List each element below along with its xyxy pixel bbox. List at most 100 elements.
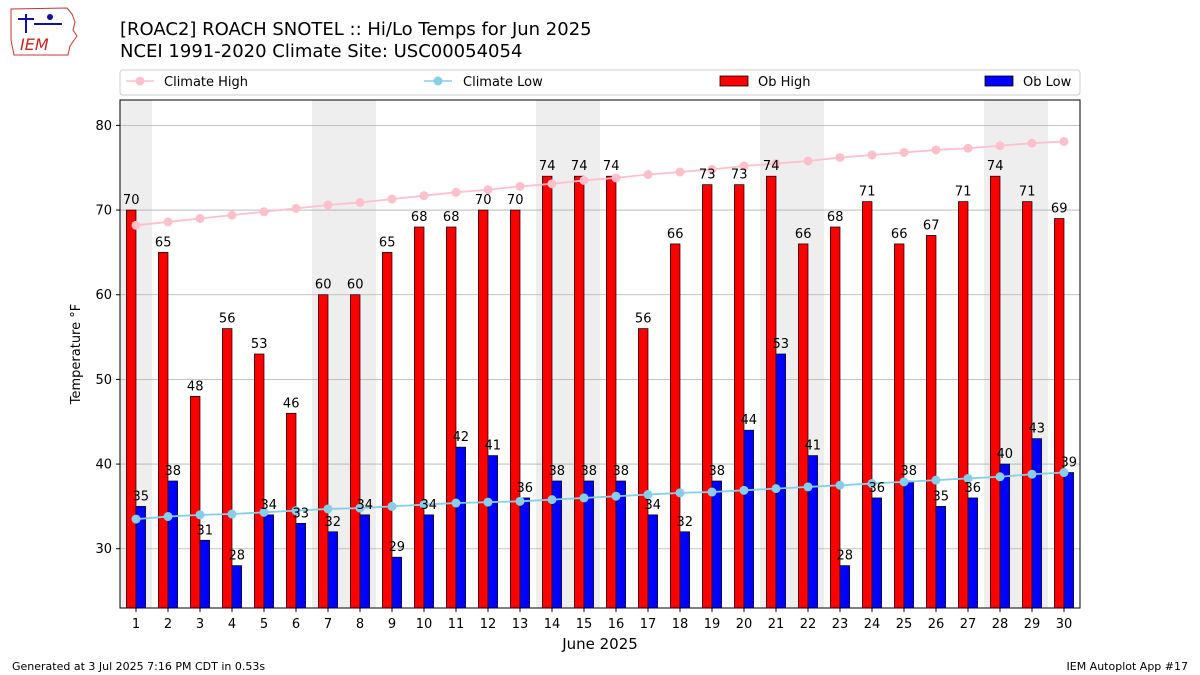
x-axis: 1 2 3 4 5 6 7 8 9 10 11 12 13 14 15 16 17 18 19 20 21 22 23 24 2…	[132, 608, 1072, 632]
bars	[126, 175, 1074, 609]
climate-low-point-day-17	[643, 490, 653, 500]
x-tick-label-2: 2	[164, 617, 172, 632]
x-tick-label-27: 27	[960, 617, 977, 632]
ob-low-label-day-17: 34	[645, 498, 662, 513]
ob-low-label-day-22: 41	[805, 439, 822, 454]
legend-entry-ob-high: Ob High	[719, 75, 811, 90]
ob-low-bar-day-17	[647, 514, 658, 609]
climate-low-point-day-13	[515, 496, 525, 506]
climate-low-point-day-29	[1027, 469, 1037, 479]
x-tick-label-21: 21	[768, 617, 785, 632]
ob-high-bar-day-20	[734, 184, 745, 609]
climate-high-point-day-21	[771, 159, 781, 168]
x-tick-label-10: 10	[416, 617, 433, 632]
ob-low-bar-day-4	[231, 565, 242, 609]
x-tick-label-6: 6	[292, 617, 300, 632]
ob-low-bar-day-22	[807, 455, 818, 609]
climate-high-point-day-12	[483, 185, 493, 195]
climate-high-point-day-17	[643, 170, 653, 180]
y-axis: 30 40 50 60 70 80	[95, 119, 120, 557]
ob-high-bar-day-15	[574, 175, 585, 609]
climate-high-point-day-19	[707, 164, 717, 174]
ob-high-label-day-20: 73	[731, 168, 748, 183]
ob-high-bar-day-25	[894, 243, 905, 609]
legend-climate-high-marker-icon	[135, 76, 145, 86]
climate-high-line	[135, 140, 1065, 227]
x-tick-label-28: 28	[992, 617, 1009, 632]
climate-lines	[131, 136, 1069, 524]
ob-low-bar-day-19	[711, 480, 722, 609]
climate-low-point-day-26	[931, 475, 941, 485]
ob-low-bar-day-21	[775, 353, 786, 609]
ob-low-bar-day-7	[327, 531, 338, 609]
climate-high-point-day-11	[451, 187, 461, 197]
ob-high-label-day-19: 73	[699, 168, 716, 183]
climate-low-point-day-19	[707, 487, 717, 497]
y-tick-label-50: 50	[95, 373, 112, 388]
climate-high-point-day-22	[803, 156, 813, 166]
ob-low-label-day-25: 38	[901, 464, 918, 479]
ob-high-bar-day-14	[542, 175, 553, 609]
ob-high-bar-day-3	[190, 395, 201, 609]
climate-high-point-day-15	[579, 175, 589, 185]
ob-high-label-day-21: 74	[763, 159, 780, 174]
x-tick-label-11: 11	[448, 617, 465, 632]
climate-high-point-day-3	[195, 214, 205, 224]
x-tick-label-20: 20	[736, 617, 753, 632]
ob-high-label-day-24: 71	[859, 185, 876, 200]
ob-high-bar-day-24	[862, 201, 873, 609]
ob-low-bar-day-20	[743, 429, 754, 609]
ob-low-label-day-30: 39	[1061, 456, 1078, 471]
ob-high-label-day-2: 65	[155, 235, 172, 250]
ob-high-label-day-10: 68	[411, 210, 428, 225]
climate-low-point-day-4	[227, 509, 237, 519]
climate-low-point-day-30	[1059, 468, 1069, 478]
legend-frame	[119, 69, 1081, 96]
ob-high-bar-day-22	[798, 243, 809, 609]
x-tick-label-26: 26	[928, 617, 945, 632]
climate-high-point-day-28	[995, 141, 1005, 151]
ob-low-label-day-20: 44	[741, 413, 758, 428]
ob-low-bar-day-25	[903, 480, 914, 609]
ob-low-bar-day-23	[839, 565, 850, 609]
ob-high-label-day-6: 46	[283, 396, 300, 411]
ob-high-label-day-5: 53	[251, 337, 268, 352]
footer-generated: Generated at 3 Jul 2025 7:16 PM CDT in 0…	[12, 660, 265, 673]
climate-low-point-day-27	[963, 473, 973, 483]
ob-low-label-day-3: 31	[197, 523, 214, 538]
x-tick-label-4: 4	[228, 617, 236, 632]
climate-high-point-day-9	[387, 194, 397, 204]
footer-app: IEM Autoplot App #17	[1067, 660, 1189, 673]
ob-low-bar-day-18	[679, 531, 690, 609]
ob-low-bar-day-2	[167, 480, 178, 609]
legend-ob-low-swatch-icon	[984, 75, 1014, 87]
x-tick-label-19: 19	[704, 617, 721, 632]
ob-low-label-day-4: 28	[229, 549, 246, 564]
x-tick-label-16: 16	[608, 617, 625, 632]
ob-low-bar-day-6	[295, 522, 306, 609]
x-tick-label-15: 15	[576, 617, 593, 632]
climate-high-point-day-27	[963, 143, 973, 153]
ob-low-label-day-9: 29	[389, 540, 406, 555]
ob-high-label-day-8: 60	[347, 278, 364, 293]
climate-low-point-day-18	[675, 488, 685, 498]
x-tick-label-18: 18	[672, 617, 689, 632]
x-tick-label-25: 25	[896, 617, 913, 632]
ob-low-label-day-6: 33	[293, 506, 310, 521]
y-axis-title: Temperature °F	[69, 304, 84, 405]
climate-low-point-day-28	[995, 472, 1005, 482]
legend-ob-high-label: Ob High	[758, 75, 811, 90]
x-tick-label-8: 8	[356, 617, 364, 632]
climate-low-point-day-11	[451, 498, 461, 508]
climate-high-point-day-7	[323, 200, 333, 210]
ob-low-bar-day-29	[1031, 438, 1042, 609]
x-tick-label-9: 9	[388, 617, 396, 632]
legend: Climate High Climate Low Ob High Ob Low	[119, 69, 1081, 96]
ob-high-bar-day-10	[414, 226, 425, 609]
ob-low-label-day-10: 34	[421, 498, 438, 513]
x-tick-label-29: 29	[1024, 617, 1041, 632]
ob-low-bar-day-27	[967, 497, 978, 609]
climate-high-point-day-29	[1027, 138, 1037, 148]
climate-low-point-day-10	[419, 500, 429, 510]
x-tick-label-14: 14	[544, 617, 561, 632]
